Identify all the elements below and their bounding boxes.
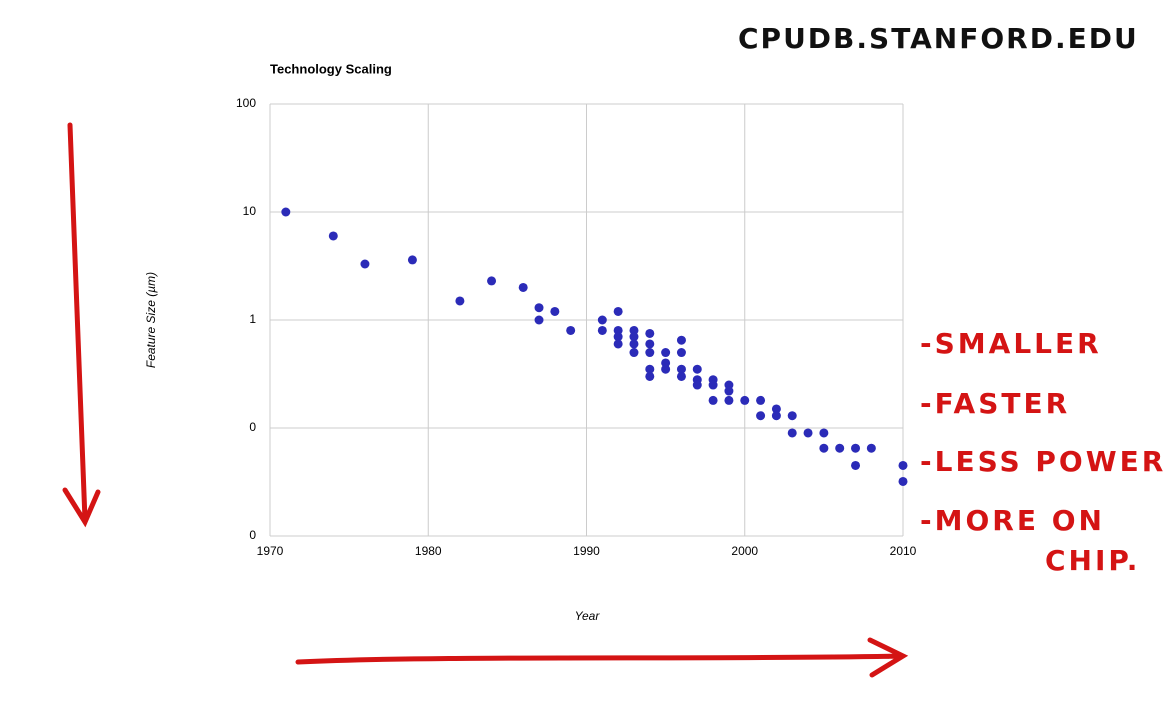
point <box>407 255 417 265</box>
point <box>645 328 655 338</box>
point <box>724 386 734 396</box>
annotation: -MORE ON <box>920 504 1105 537</box>
point <box>645 339 655 349</box>
annotation: -LESS POWER <box>920 445 1166 478</box>
chart-title: Technology Scaling <box>270 61 392 76</box>
point <box>756 411 766 421</box>
point <box>835 443 845 453</box>
point <box>645 371 655 381</box>
point <box>629 339 639 349</box>
y-tick-label: 1 <box>249 312 256 326</box>
point <box>597 325 607 335</box>
annotation: -FASTER <box>920 387 1070 420</box>
point <box>518 282 528 292</box>
point <box>360 259 370 269</box>
point <box>866 443 876 453</box>
x-tick-label: 1980 <box>415 544 442 558</box>
point <box>281 207 291 217</box>
point <box>676 335 686 345</box>
point <box>692 364 702 374</box>
point <box>629 348 639 358</box>
y-tick-label: 10 <box>243 204 257 218</box>
point <box>787 411 797 421</box>
point <box>676 348 686 358</box>
point <box>851 443 861 453</box>
y-tick-label: 0 <box>249 420 256 434</box>
point <box>756 395 766 405</box>
x-tick-label: 1970 <box>257 544 284 558</box>
point <box>724 395 734 405</box>
y-tick-label: 100 <box>236 96 256 110</box>
point <box>661 348 671 358</box>
point <box>819 428 829 438</box>
point <box>819 443 829 453</box>
annotation: -SMALLER <box>920 327 1102 360</box>
point <box>613 339 623 349</box>
point <box>740 395 750 405</box>
point <box>851 460 861 470</box>
x-tick-label: 1990 <box>573 544 600 558</box>
point <box>661 364 671 374</box>
point <box>455 296 465 306</box>
x-tick-label: 2000 <box>731 544 758 558</box>
x-axis-label: Year <box>575 609 601 623</box>
point <box>566 325 576 335</box>
x-tick-label: 2010 <box>890 544 917 558</box>
point <box>708 380 718 390</box>
point <box>629 325 639 335</box>
point <box>676 364 686 374</box>
arrow <box>62 122 101 528</box>
y-tick-label: 0 <box>249 528 256 542</box>
point <box>534 303 544 313</box>
point <box>661 358 671 368</box>
point <box>613 325 623 335</box>
point <box>787 428 797 438</box>
y-axis-label: Feature Size (µm) <box>144 272 158 368</box>
point <box>597 315 607 325</box>
point <box>898 460 908 470</box>
point <box>692 380 702 390</box>
point <box>803 428 813 438</box>
point <box>676 371 686 381</box>
annotation: CPUDB.STANFORD.EDU <box>738 22 1139 55</box>
point <box>708 395 718 405</box>
point <box>771 411 781 421</box>
point <box>645 348 655 358</box>
point <box>898 476 908 486</box>
point <box>613 306 623 316</box>
point <box>645 364 655 374</box>
arrow <box>295 637 909 678</box>
point <box>487 276 497 286</box>
point <box>550 306 560 316</box>
point <box>613 332 623 342</box>
annotation: CHIP. <box>1045 544 1140 577</box>
point <box>771 404 781 414</box>
point <box>328 231 338 241</box>
point <box>629 332 639 342</box>
point <box>534 315 544 325</box>
